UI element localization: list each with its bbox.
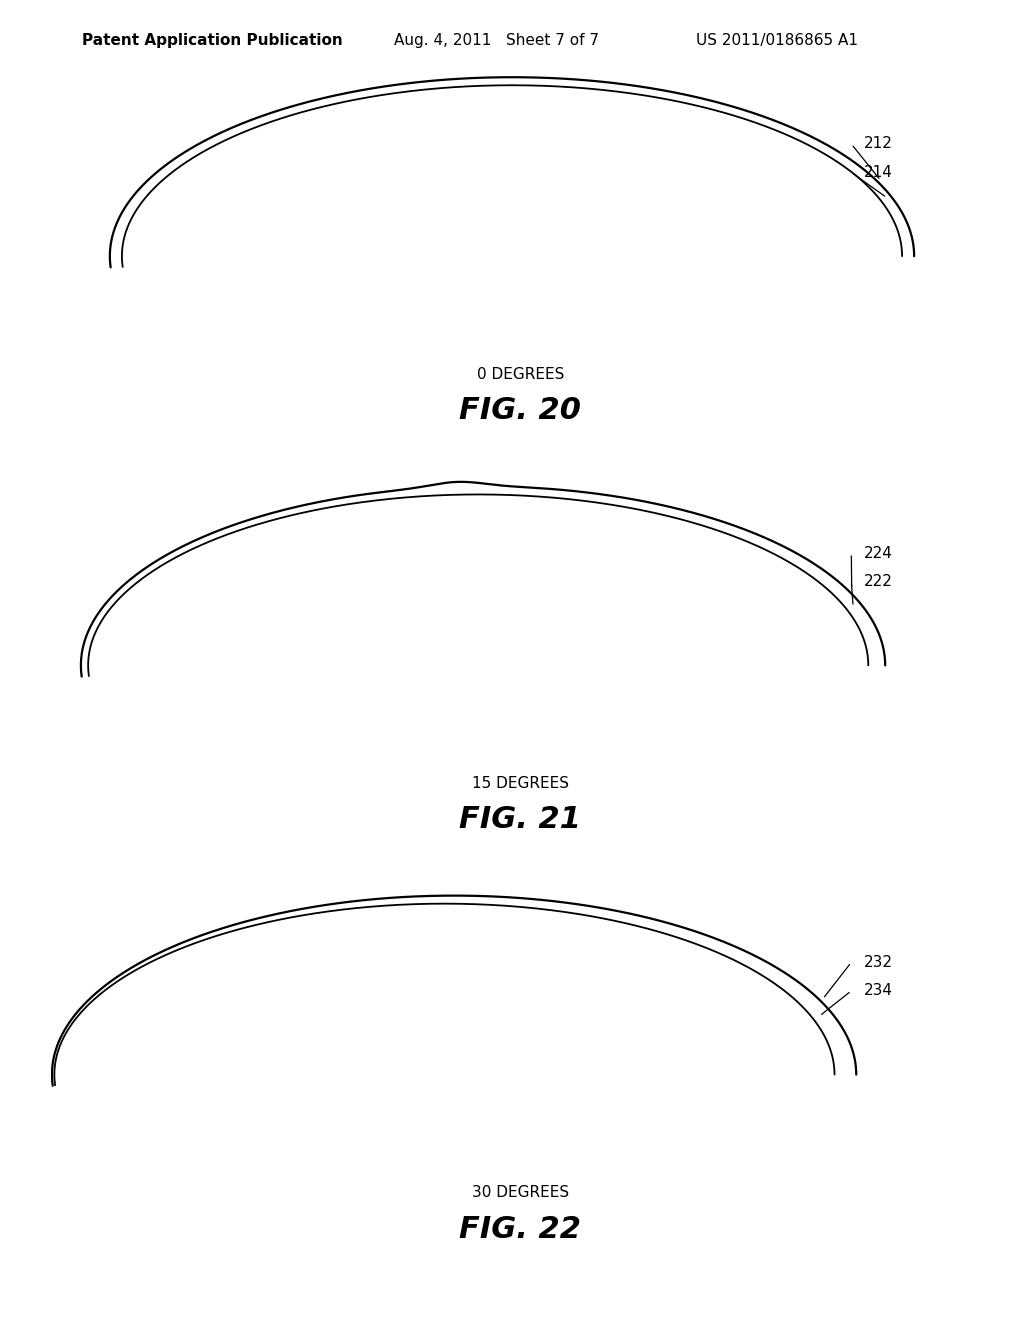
Text: FIG. 20: FIG. 20 [460, 396, 582, 425]
Text: FIG. 21: FIG. 21 [460, 805, 582, 834]
Text: 222: 222 [864, 574, 893, 589]
Text: 212: 212 [864, 136, 893, 152]
Text: 224: 224 [864, 545, 893, 561]
Text: Aug. 4, 2011   Sheet 7 of 7: Aug. 4, 2011 Sheet 7 of 7 [394, 33, 599, 48]
Text: FIG. 22: FIG. 22 [460, 1214, 582, 1243]
Text: 30 DEGREES: 30 DEGREES [472, 1185, 569, 1200]
Text: 0 DEGREES: 0 DEGREES [477, 367, 564, 381]
Text: 234: 234 [864, 983, 893, 998]
Text: 15 DEGREES: 15 DEGREES [472, 776, 569, 791]
Text: US 2011/0186865 A1: US 2011/0186865 A1 [696, 33, 858, 48]
Text: 214: 214 [864, 165, 893, 180]
Text: 232: 232 [864, 954, 893, 970]
Text: Patent Application Publication: Patent Application Publication [82, 33, 343, 48]
